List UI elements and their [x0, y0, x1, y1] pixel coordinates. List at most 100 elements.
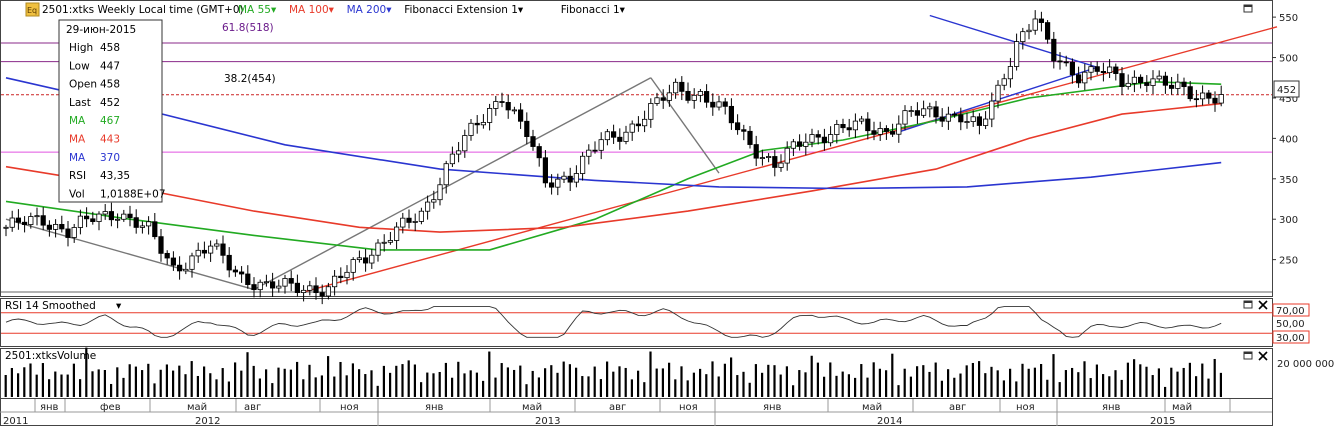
candle	[1113, 66, 1119, 74]
ma100-line	[5, 102, 1222, 233]
candle	[493, 101, 499, 109]
info-key: MA	[69, 152, 86, 164]
year-labels: 2011 2012 2013 2014 2015	[3, 412, 1175, 427]
candle	[772, 156, 778, 168]
candle	[1020, 31, 1026, 43]
candle	[28, 216, 34, 225]
candle	[1082, 71, 1088, 84]
year-label: 2013	[535, 416, 560, 427]
price-maximize-button[interactable]	[1243, 4, 1253, 13]
volume-bar	[277, 367, 280, 397]
candle	[914, 110, 921, 116]
vol-close-icon[interactable]	[1258, 351, 1268, 361]
indicator-label[interactable]: Fibonacci 1▾	[561, 4, 626, 16]
volume-bar	[1120, 379, 1123, 397]
volume-bar	[382, 365, 385, 397]
volume-bar	[618, 366, 621, 397]
volume-bar	[1176, 371, 1179, 397]
info-key: Open	[69, 79, 97, 91]
month-label: авг	[244, 402, 261, 413]
volume-bar	[643, 382, 646, 397]
rsi-title[interactable]: RSI 14 Smoothed	[5, 300, 96, 312]
candle	[424, 201, 431, 212]
candle	[121, 213, 127, 220]
info-date: 29-июн-2015	[66, 24, 136, 36]
candle	[1107, 66, 1113, 74]
month-label: ноя	[340, 402, 359, 413]
candle	[747, 130, 753, 145]
rsi-upper: 70,00	[1276, 306, 1305, 317]
candle	[561, 175, 567, 180]
volume-bar	[736, 375, 739, 397]
year-label: 2015	[1150, 416, 1175, 427]
volume-bar	[345, 375, 348, 397]
volume-bar	[413, 364, 416, 397]
info-value: 458	[100, 42, 120, 54]
rsi-lower-tag	[1272, 330, 1310, 344]
volume-bar	[835, 375, 838, 397]
indicator-label[interactable]: MA 100▾	[289, 4, 335, 16]
rsi-close-icon[interactable]	[1258, 300, 1268, 310]
candle	[1131, 76, 1137, 84]
last-price: 452	[1277, 85, 1296, 96]
volume-bar	[426, 372, 429, 397]
volume-bar	[891, 353, 894, 397]
candle	[443, 163, 449, 186]
volume-bar	[35, 374, 38, 397]
info-key: Low	[69, 60, 90, 72]
candle	[660, 97, 666, 101]
volume-bar	[581, 376, 584, 397]
candle	[797, 141, 803, 147]
candle	[102, 211, 108, 215]
indicator-label[interactable]: MA 200▾	[347, 4, 393, 16]
volume-bar	[860, 364, 863, 397]
volume-bar	[370, 370, 373, 397]
volume-bar	[314, 377, 317, 397]
candle	[201, 249, 207, 254]
info-value: 43,35	[100, 170, 130, 182]
volume-bar	[190, 361, 193, 397]
candle	[555, 178, 561, 188]
info-value: 370	[100, 152, 120, 164]
month-label: янв	[425, 402, 444, 413]
instrument-title[interactable]: 2501:xtks Weekly Local time (GMT+0)	[42, 4, 244, 16]
volume-bar	[1114, 370, 1117, 397]
volume-bar	[178, 365, 181, 397]
volume-bar	[792, 385, 795, 397]
vol-maximize-button[interactable]	[1243, 351, 1253, 360]
volume-bar	[1102, 374, 1105, 397]
trendline	[5, 218, 255, 291]
indicator-label[interactable]: MA 55▾	[238, 4, 277, 16]
candle	[542, 157, 549, 184]
volume-bar	[1040, 364, 1043, 397]
candle	[9, 217, 15, 228]
candle	[449, 153, 456, 165]
volume-bar	[1151, 375, 1154, 397]
rsi-dropdown-icon[interactable]: ▾	[116, 300, 122, 312]
candle	[499, 101, 505, 103]
candle	[1181, 81, 1187, 88]
indicator-label[interactable]: Fibonacci Extension 1▾	[404, 4, 524, 16]
info-value: 447	[100, 60, 120, 72]
volume-bar	[358, 369, 361, 397]
candle	[263, 281, 270, 284]
volume-bar	[451, 377, 454, 397]
candle	[127, 213, 133, 219]
candle	[418, 210, 425, 222]
info-value: 1,0188E+07	[100, 188, 166, 200]
volume-bar	[134, 366, 137, 397]
candle	[1094, 66, 1100, 72]
rsi-maximize-button[interactable]	[1243, 300, 1253, 309]
volume-bar	[1077, 372, 1080, 397]
candle	[307, 285, 313, 291]
candle	[759, 157, 766, 159]
volume-bar	[1009, 368, 1012, 397]
volume-bar	[165, 364, 168, 397]
volume-bar	[568, 364, 571, 397]
candle	[989, 100, 995, 120]
volume-bar	[903, 368, 906, 397]
candles	[3, 10, 1224, 305]
volume-bar	[302, 379, 305, 397]
volume-bar	[984, 373, 987, 397]
candle	[536, 146, 542, 159]
